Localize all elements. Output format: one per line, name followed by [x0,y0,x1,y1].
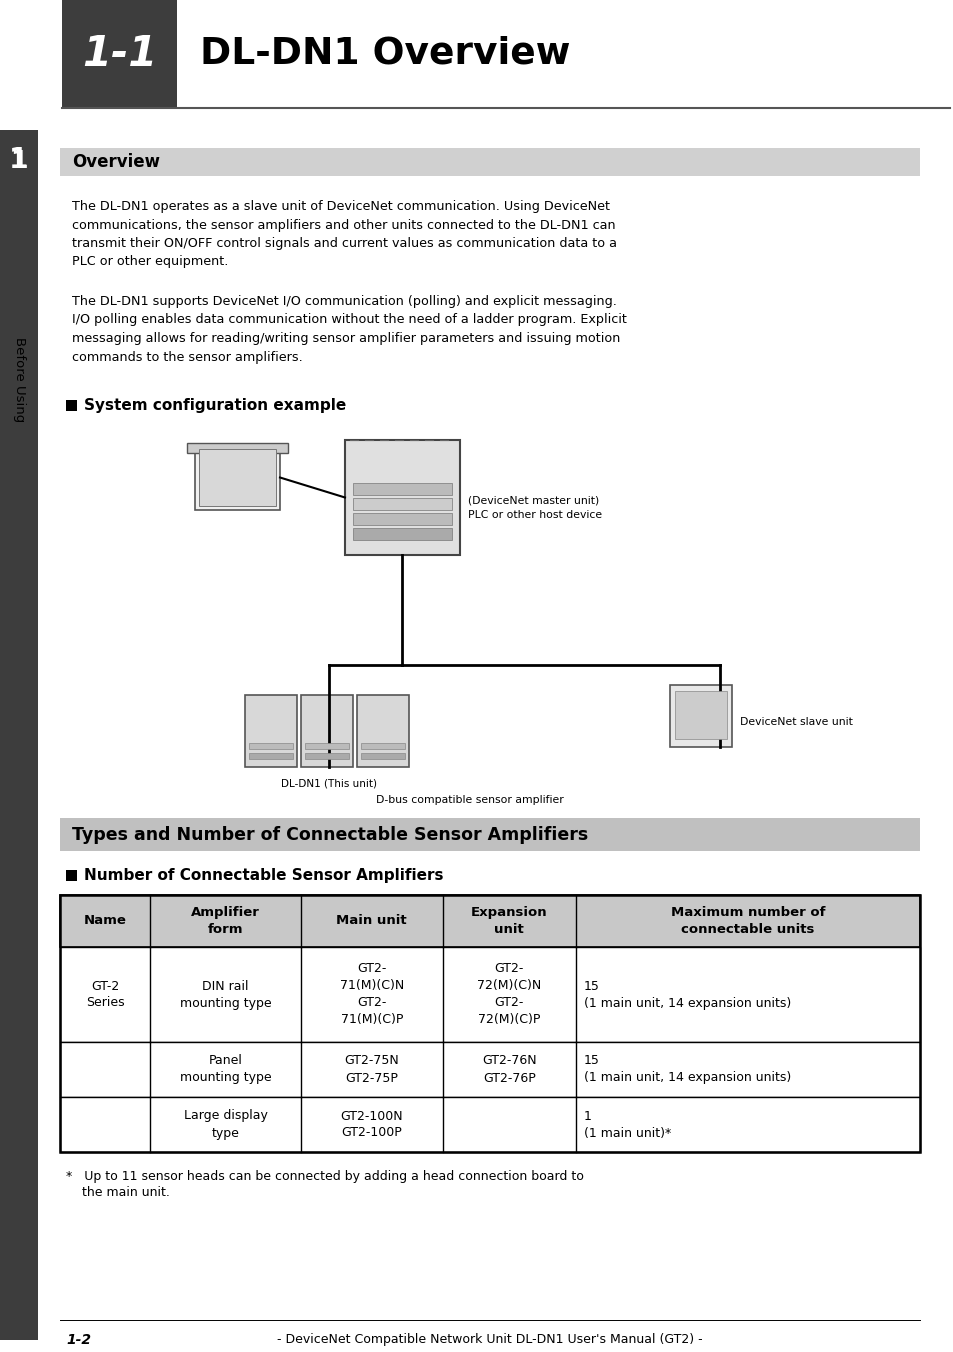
Text: the main unit.: the main unit. [66,1186,170,1199]
Bar [0,130,38,1340]
Text: DeviceNet slave unit: DeviceNet slave unit [740,717,852,727]
Text: 1: 1 [10,146,29,174]
Bar [353,498,452,510]
Bar [249,753,293,758]
Text: 15
(1 main unit, 14 expansion units): 15 (1 main unit, 14 expansion units) [583,1055,790,1084]
Bar [305,744,349,749]
Text: Maximum number of
connectable units: Maximum number of connectable units [670,906,824,936]
Bar [356,695,409,767]
Text: - DeviceNet Compatible Network Unit DL-DN1 User's Manual (GT2) -: - DeviceNet Compatible Network Unit DL-D… [277,1333,702,1347]
Bar [353,483,452,495]
Bar [60,818,919,850]
Text: Expansion
unit: Expansion unit [471,906,547,936]
Text: 1: 1 [10,149,28,173]
Text: GT2-75N
GT2-75P: GT2-75N GT2-75P [344,1055,398,1084]
Bar [360,753,405,758]
Text: *   Up to 11 sensor heads can be connected by adding a head connection board to: * Up to 11 sensor heads can be connected… [66,1169,583,1183]
Bar [60,1096,919,1152]
Bar [60,895,919,1152]
Bar [66,400,77,411]
Bar [62,0,177,108]
Text: GT2-
72(M)(C)N
GT2-
72(M)(C)P: GT2- 72(M)(C)N GT2- 72(M)(C)P [476,963,541,1026]
Bar [60,895,919,946]
Text: D-bus compatible sensor amplifier: D-bus compatible sensor amplifier [375,795,563,804]
Text: 1
(1 main unit)*: 1 (1 main unit)* [583,1110,671,1140]
Bar [0,135,38,185]
Bar [60,1042,919,1096]
Text: GT2-
71(M)(C)N
GT2-
71(M)(C)P: GT2- 71(M)(C)N GT2- 71(M)(C)P [339,963,403,1026]
Text: Number of Connectable Sensor Amplifiers: Number of Connectable Sensor Amplifiers [84,868,443,883]
Text: 1-1: 1-1 [82,32,157,74]
Bar [0,135,38,187]
Bar [60,946,919,1042]
Bar [199,449,275,506]
Text: (DeviceNet master unit): (DeviceNet master unit) [468,496,598,506]
Text: Panel
mounting type: Panel mounting type [179,1055,271,1084]
Text: GT2-100N
GT2-100P: GT2-100N GT2-100P [340,1110,402,1140]
Bar [305,753,349,758]
Bar [245,695,296,767]
Text: Overview: Overview [71,153,160,170]
Bar [353,512,452,525]
Bar [187,443,288,453]
Text: The DL-DN1 operates as a slave unit of DeviceNet communication. Using DeviceNet
: The DL-DN1 operates as a slave unit of D… [71,200,617,269]
Bar [345,439,459,556]
Bar [66,869,77,882]
Text: 1-2: 1-2 [66,1333,91,1347]
Bar [249,744,293,749]
Text: 15
(1 main unit, 14 expansion units): 15 (1 main unit, 14 expansion units) [583,979,790,1010]
Text: DL-DN1 Overview: DL-DN1 Overview [200,37,570,72]
Text: Amplifier
form: Amplifier form [191,906,260,936]
Text: Large display
type: Large display type [183,1110,267,1140]
Text: Name: Name [84,914,127,927]
Text: Types and Number of Connectable Sensor Amplifiers: Types and Number of Connectable Sensor A… [71,826,588,844]
Bar [60,147,919,176]
Bar [194,445,280,510]
Bar [301,695,353,767]
Text: PLC or other host device: PLC or other host device [468,510,601,519]
Bar [675,691,726,740]
Text: DL-DN1 (This unit): DL-DN1 (This unit) [281,779,376,790]
Text: System configuration example: System configuration example [84,397,346,412]
Text: Before Using: Before Using [12,338,26,423]
Text: DIN rail
mounting type: DIN rail mounting type [179,979,271,1010]
Bar [669,685,731,748]
Text: The DL-DN1 supports DeviceNet I/O communication (polling) and explicit messaging: The DL-DN1 supports DeviceNet I/O commun… [71,295,626,364]
Text: GT-2
Series: GT-2 Series [86,979,124,1010]
Bar [360,744,405,749]
Bar [353,529,452,539]
Text: GT2-76N
GT2-76P: GT2-76N GT2-76P [481,1055,537,1084]
Text: Main unit: Main unit [336,914,407,927]
